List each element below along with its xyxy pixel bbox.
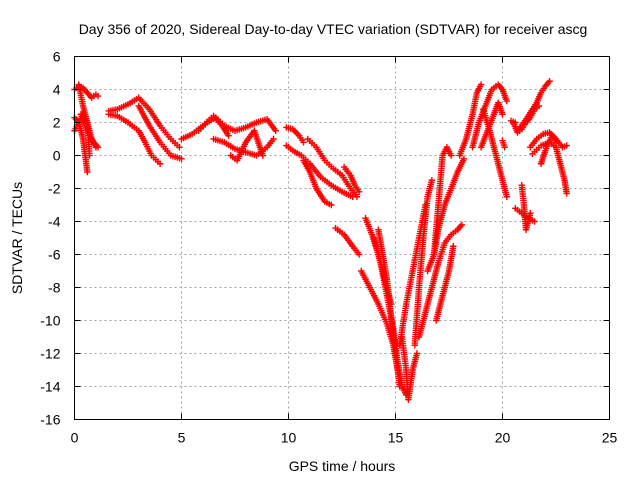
y-tick-label: -10 <box>40 313 60 329</box>
data-point <box>84 168 91 176</box>
data-point <box>428 177 436 184</box>
y-tick-label: 2 <box>53 115 61 131</box>
data-point <box>503 193 510 200</box>
x-tick-label: 0 <box>71 430 79 446</box>
data-point <box>563 190 570 197</box>
y-tick-label: -4 <box>48 214 61 230</box>
data-point <box>501 144 508 151</box>
plot-frame <box>74 56 610 420</box>
y-axis-title: SDTVAR / TECUs <box>9 182 25 294</box>
data-point <box>460 155 468 162</box>
data-point <box>477 81 485 88</box>
data-point <box>531 218 538 225</box>
x-tick-labels: 0 5 10 15 20 25 <box>71 430 618 446</box>
data-point <box>447 152 455 159</box>
x-tick-label: 25 <box>602 430 618 446</box>
data-point <box>396 383 403 390</box>
data-point <box>259 152 267 159</box>
data-point <box>272 127 279 134</box>
data-point <box>563 142 570 149</box>
data-point <box>458 221 466 228</box>
data-point <box>546 78 553 85</box>
data-point <box>527 210 534 217</box>
data-point <box>270 135 277 143</box>
data-point <box>92 144 100 151</box>
x-tick-label: 10 <box>281 430 297 446</box>
y-tick-label: -12 <box>40 346 60 362</box>
y-tick-label: 0 <box>53 148 61 164</box>
data-points <box>71 78 570 403</box>
data-point <box>512 119 519 126</box>
data-point <box>413 350 421 357</box>
x-axis-title: GPS time / hours <box>289 458 396 474</box>
data-point <box>355 188 363 195</box>
data-point <box>225 132 232 139</box>
data-point <box>355 251 363 258</box>
y-tick-label: -8 <box>48 280 61 296</box>
y-tick-labels: -16 -14 -12 -10 -8 -6 -4 -2 0 2 4 6 <box>40 49 60 428</box>
chart-title: Day 356 of 2020, Sidereal Day-to-day VTE… <box>79 21 588 37</box>
y-tick-label: -16 <box>40 412 60 428</box>
data-point <box>353 193 361 200</box>
data-point <box>450 243 457 250</box>
data-point <box>552 139 560 146</box>
y-tick-label: -2 <box>48 181 61 197</box>
y-tick-label: -6 <box>48 247 61 263</box>
data-point <box>156 160 164 167</box>
data-point <box>503 97 510 105</box>
data-point <box>328 201 335 209</box>
x-tick-label: 15 <box>388 430 404 446</box>
y-tick-label: -14 <box>40 379 60 395</box>
data-point <box>86 152 93 159</box>
data-point <box>176 144 183 151</box>
data-point <box>300 139 307 146</box>
y-tick-label: 6 <box>53 49 61 65</box>
x-tick-label: 5 <box>178 430 186 446</box>
x-tick-label: 20 <box>495 430 511 446</box>
data-point <box>94 92 102 100</box>
y-tick-label: 4 <box>53 82 61 98</box>
data-point <box>178 155 185 162</box>
data-point <box>499 111 506 118</box>
